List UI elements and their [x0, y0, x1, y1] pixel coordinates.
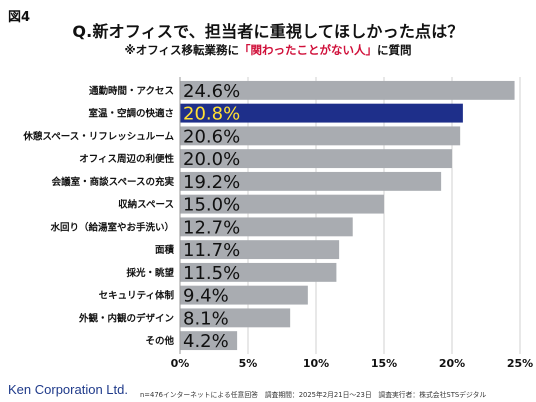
subtitle-prefix: ※オフィス移転業務に [124, 43, 239, 57]
category-label: 採光・眺望 [126, 267, 174, 279]
bar [180, 126, 461, 146]
chart-subtitle: ※オフィス移転業務に「関わったことがない人」に質問 [0, 42, 536, 58]
chart-title: Q.新オフィスで、担当者に重視してほしかった点は？ [72, 22, 464, 41]
x-tick-label: 10% [303, 357, 329, 370]
category-label: 収納スペース [118, 199, 174, 211]
bar [180, 80, 515, 100]
category-label: 室温・空調の快適さ [88, 108, 174, 120]
x-tick-label: 0% [171, 357, 190, 370]
x-tick-label: 25% [507, 357, 533, 370]
value-label: 8.1% [183, 308, 229, 329]
value-label: 4.2% [183, 331, 229, 352]
bar [180, 103, 463, 123]
value-label: 20.0% [183, 149, 240, 170]
value-label: 11.7% [183, 240, 240, 261]
category-label: 面積 [155, 244, 175, 256]
bar [180, 171, 442, 191]
category-label: 休憩スペース・リフレッシュルーム [22, 130, 174, 142]
bar [180, 217, 353, 237]
bar [180, 331, 238, 351]
x-tick-label: 20% [439, 357, 465, 370]
x-tick-label: 5% [239, 357, 258, 370]
subtitle-highlight: 「関わったことがない人」 [238, 43, 377, 57]
value-label: 20.6% [183, 126, 240, 147]
value-label: 11.5% [183, 263, 240, 284]
value-label: 20.8% [183, 104, 240, 125]
category-label: 会議室・商談スペースの充実 [52, 176, 175, 188]
bar [180, 149, 452, 169]
bar [180, 262, 337, 282]
value-label: 12.7% [183, 217, 240, 238]
bar [180, 285, 308, 305]
subtitle-suffix: に質問 [376, 43, 412, 57]
figure-label: 図4 [8, 10, 31, 25]
category-label: セキュリティ体制 [99, 290, 175, 302]
category-label: 外観・内観のデザイン [78, 312, 174, 324]
value-label: 15.0% [183, 195, 240, 216]
brand-logo: Ken Corporation Ltd. [8, 382, 128, 397]
bar [180, 308, 291, 328]
category-label: 通勤時間・アクセス [89, 85, 174, 97]
value-label: 19.2% [183, 172, 240, 193]
x-tick-label: 15% [371, 357, 397, 370]
category-label: その他 [145, 335, 174, 347]
category-label: 水回り（給湯室やお手洗い） [50, 221, 174, 233]
bar [180, 240, 340, 260]
survey-footnote: n=476インターネットによる任意回答 調査期間：2025年2月21日〜23日 … [140, 391, 487, 399]
category-label: オフィス周辺の利便性 [79, 153, 174, 165]
bar [180, 194, 384, 214]
value-label: 24.6% [183, 81, 240, 102]
value-label: 9.4% [183, 286, 229, 307]
